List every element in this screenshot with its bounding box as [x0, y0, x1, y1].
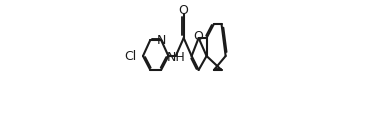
Text: O: O — [194, 29, 204, 42]
Text: NH: NH — [167, 51, 186, 64]
Text: Cl: Cl — [124, 49, 137, 62]
Text: O: O — [179, 4, 189, 18]
Text: N: N — [156, 33, 166, 46]
